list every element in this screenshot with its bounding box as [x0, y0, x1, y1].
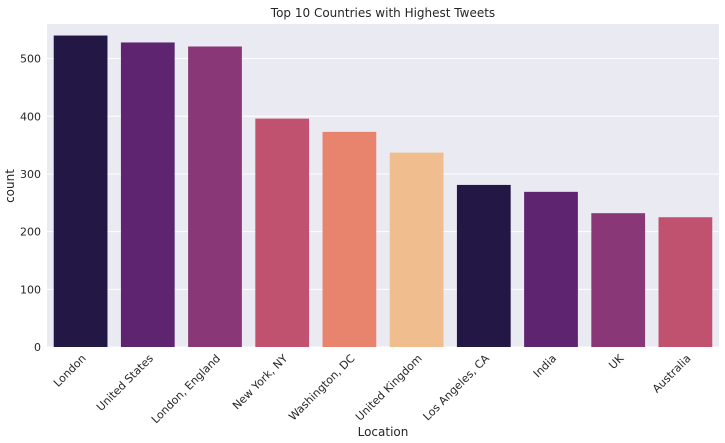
bar	[591, 213, 646, 347]
x-tick-label: Washington, DC	[286, 352, 357, 423]
bar	[120, 42, 175, 347]
bar	[53, 35, 108, 348]
y-axis-title: count	[3, 169, 17, 203]
y-tick-label: 400	[20, 110, 41, 123]
y-tick-label: 300	[20, 168, 41, 181]
y-tick-label: 0	[34, 341, 41, 354]
x-axis-title: Location	[358, 425, 409, 439]
bar	[658, 217, 713, 347]
bar	[389, 152, 444, 347]
y-axis-ticks: 0 100 200 300 400 500	[20, 53, 41, 354]
bar	[188, 46, 242, 348]
bar	[322, 131, 377, 347]
bars	[53, 35, 713, 348]
x-tick-label: London, England	[149, 352, 223, 426]
chart-title: Top 10 Countries with Highest Tweets	[270, 6, 495, 20]
x-tick-label: London	[51, 352, 89, 390]
x-tick-label: Australia	[650, 352, 694, 396]
y-tick-label: 200	[20, 226, 41, 239]
x-tick-label: UK	[606, 351, 627, 372]
x-tick-label: India	[531, 352, 559, 380]
bar	[255, 118, 310, 347]
y-tick-label: 100	[20, 283, 41, 296]
x-tick-label: Los Angeles, CA	[421, 352, 493, 424]
x-tick-label: United Kingdom	[353, 352, 425, 424]
y-tick-label: 500	[20, 53, 41, 66]
x-tick-label: United States	[94, 352, 156, 414]
x-tick-label: New York, NY	[230, 352, 291, 413]
bar	[524, 191, 578, 347]
bar	[456, 184, 511, 347]
